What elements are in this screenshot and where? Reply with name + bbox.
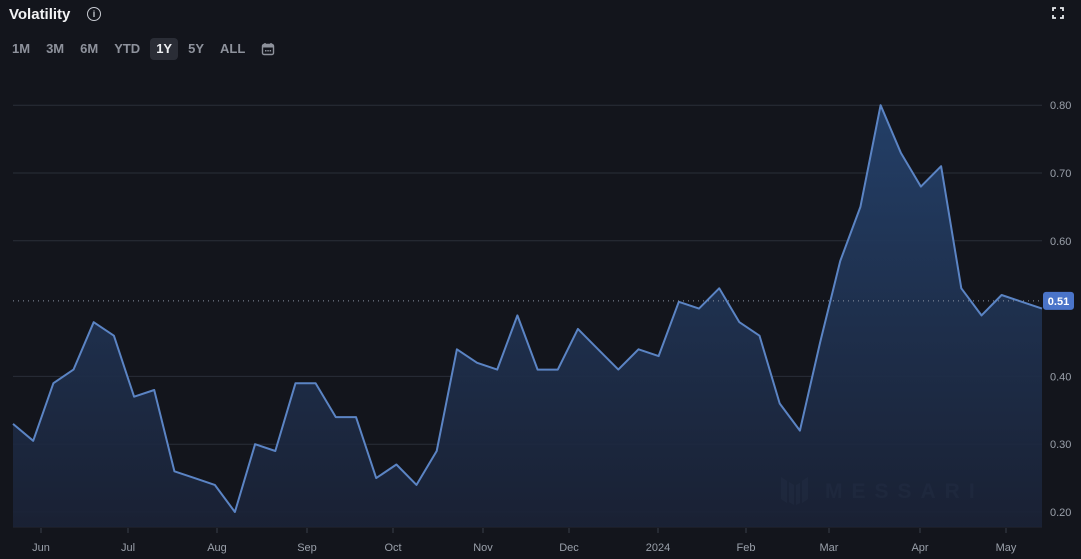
svg-text:0.80: 0.80: [1050, 100, 1071, 112]
range-3m[interactable]: 3M: [46, 41, 65, 56]
current-value-badge: 0.51: [1043, 291, 1074, 310]
range-6m[interactable]: 6M: [80, 41, 99, 56]
info-icon[interactable]: i: [87, 7, 101, 21]
range-5y[interactable]: 5Y: [188, 41, 204, 56]
svg-text:Feb: Feb: [737, 542, 756, 554]
chart-title: Volatility: [9, 6, 71, 23]
range-ytd[interactable]: YTD: [114, 41, 141, 56]
svg-text:Sep: Sep: [297, 542, 317, 554]
svg-text:Dec: Dec: [559, 542, 579, 554]
data-line: [12, 104, 1043, 513]
fullscreen-icon[interactable]: [1052, 7, 1064, 19]
svg-text:0.70: 0.70: [1050, 168, 1071, 180]
area-fill: [13, 105, 1042, 527]
svg-text:May: May: [996, 542, 1017, 554]
svg-text:Mar: Mar: [820, 542, 839, 554]
svg-text:0.40: 0.40: [1050, 371, 1071, 383]
calendar-icon[interactable]: [261, 42, 275, 56]
x-axis: Jun Jul Aug Sep Oct Nov Dec 2024 Feb Mar Apr May: [32, 528, 1017, 554]
svg-text:Jun: Jun: [32, 542, 50, 554]
svg-text:Apr: Apr: [911, 542, 928, 554]
svg-text:Oct: Oct: [384, 542, 401, 554]
svg-text:Aug: Aug: [207, 542, 227, 554]
svg-text:2024: 2024: [646, 542, 670, 554]
range-1m[interactable]: 1M: [12, 41, 31, 56]
svg-text:Nov: Nov: [473, 542, 493, 554]
range-selector: 1M 3M 6M YTD 1Y 5Y ALL: [6, 38, 275, 60]
svg-text:0.20: 0.20: [1050, 507, 1071, 519]
range-1y[interactable]: 1Y: [150, 38, 179, 60]
y-axis: 0.80 0.70 0.60 0.40 0.30 0.20: [1050, 100, 1071, 519]
svg-text:Jul: Jul: [121, 542, 135, 554]
svg-text:0.60: 0.60: [1050, 236, 1071, 248]
svg-text:0.30: 0.30: [1050, 439, 1071, 451]
svg-text:0.51: 0.51: [1048, 296, 1069, 308]
range-all[interactable]: ALL: [220, 41, 246, 56]
